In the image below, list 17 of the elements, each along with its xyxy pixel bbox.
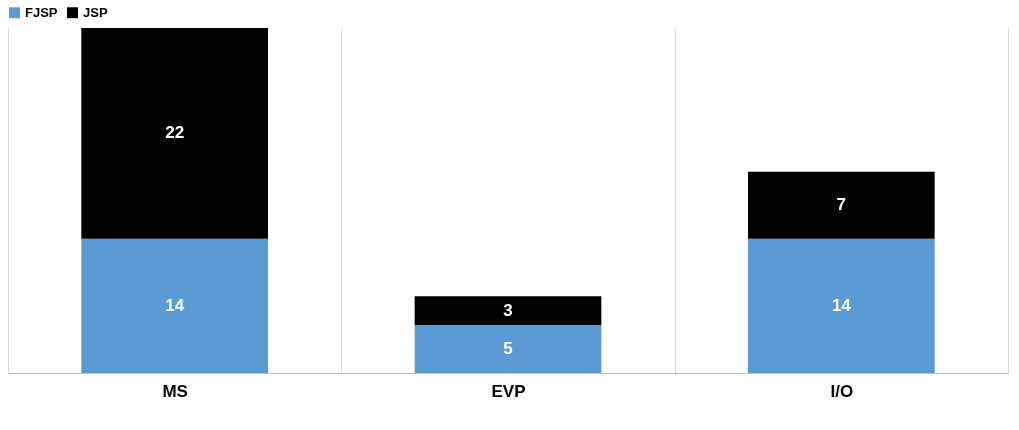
bar xyxy=(81,238,268,373)
data-label: 22 xyxy=(165,123,185,143)
legend-label: JSP xyxy=(83,4,108,20)
data-label: 14 xyxy=(165,295,185,315)
bar xyxy=(414,296,602,326)
bar xyxy=(748,171,935,239)
data-label: 5 xyxy=(503,339,513,359)
bar xyxy=(748,238,935,373)
bar xyxy=(81,28,268,239)
legend-label: FJSP xyxy=(25,4,58,20)
data-label: 3 xyxy=(503,300,513,320)
bar xyxy=(414,325,602,373)
data-label: 14 xyxy=(831,295,852,315)
data-label: 7 xyxy=(836,195,847,215)
x-tick-label: MS xyxy=(162,381,188,401)
x-tick-label: EVP xyxy=(491,381,526,401)
x-tick-label: I/O xyxy=(830,381,854,401)
